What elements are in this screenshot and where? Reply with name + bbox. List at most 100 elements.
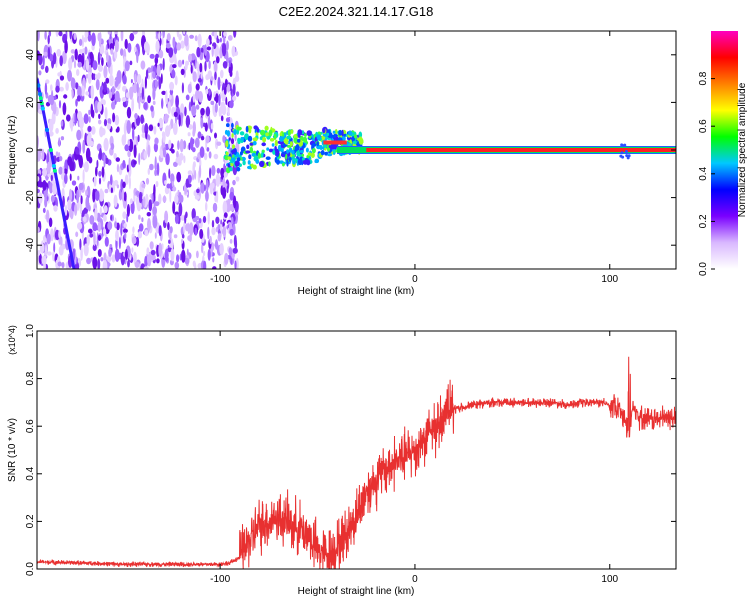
spectrogram-noise-cell <box>96 74 101 80</box>
spectrogram-noise-cell <box>84 46 88 55</box>
spectrogram-cluster-cell <box>265 132 269 137</box>
spectrogram-noise-cell <box>149 241 154 250</box>
spectrogram-noise-cell <box>75 231 79 238</box>
spectrogram-cluster-cell <box>247 165 252 170</box>
spectrogram-noise-cell <box>209 235 212 245</box>
spectrogram-noise-cell <box>37 226 40 233</box>
spectrogram-noise-cell <box>44 82 48 96</box>
spectrogram-noise-cell <box>193 190 198 197</box>
spectrogram-noise-cell <box>192 161 196 168</box>
spectrogram-panel: -100 0 100 -40 -20 0 20 40 Height of straight … <box>7 30 677 297</box>
spectrogram-noise-cell <box>196 61 200 72</box>
spectrogram-noise-cell <box>93 176 97 187</box>
spectrogram-noise-cell <box>148 124 154 131</box>
spectrogram-noise-cell <box>140 152 144 160</box>
spectrogram-cluster-cell <box>334 129 338 135</box>
spectrogram-noise-cell <box>103 137 109 152</box>
spectrogram-noise-cell <box>130 200 135 214</box>
spectrogram-noise-cell <box>194 137 200 149</box>
spectrogram-noise-cell <box>118 97 121 102</box>
spectrogram-cluster-cell <box>306 159 311 166</box>
colorbar-tick-label: 0.0 <box>698 262 709 276</box>
spectrogram-noise-cell <box>212 202 218 213</box>
spectrogram-noise-cell <box>44 197 48 208</box>
spectrogram-noise-cell <box>154 79 158 89</box>
spectrogram-noise-cell <box>141 124 146 134</box>
spectrogram-noise-cell <box>218 93 221 107</box>
spectrogram-noise-cell <box>148 199 153 212</box>
colorbar-tick-label: 0.8 <box>698 71 709 85</box>
spectrogram-noise-cell <box>214 239 219 250</box>
spectrogram-cluster-cell <box>284 140 289 145</box>
spectrogram-noise-cell <box>222 200 228 215</box>
spectrogram-noise-cell <box>99 206 102 216</box>
spectrogram-noise-cell <box>196 46 201 58</box>
spectrogram-noise-cell <box>214 102 218 113</box>
spectrogram-noise-cell <box>91 125 96 135</box>
spectrogram-noise-cell <box>116 222 120 231</box>
spectrogram-cluster-cell <box>316 134 321 140</box>
spectrogram-noise-cell <box>199 228 204 240</box>
spectrogram-noise-cell <box>42 168 48 177</box>
spectrogram-noise-cell <box>101 57 104 67</box>
spectrogram-noise-cell <box>114 80 118 88</box>
spectrogram-noise-cell <box>136 73 142 85</box>
spectrogram-noise-cell <box>235 70 239 81</box>
spectrogram-bump <box>323 140 347 145</box>
spectrogram-noise-cell <box>97 64 103 72</box>
spectrogram-noise-cell <box>100 257 104 262</box>
spectrogram-cluster-cell <box>324 147 327 151</box>
spectrogram-noise-cell <box>188 233 192 243</box>
spectrogram-noise-cell <box>216 167 221 174</box>
spectrogram-noise-cell <box>232 179 236 186</box>
spectrogram-cluster-cell <box>257 152 261 159</box>
spectrogram-noise-cell <box>219 37 222 43</box>
spectrogram-noise-cell <box>143 102 148 110</box>
spectrogram-cluster-cell <box>226 123 230 128</box>
spectrogram-noise-cell <box>47 193 50 204</box>
spectrogram-noise-cell <box>169 226 173 234</box>
spectrogram-noise-cell <box>100 97 104 104</box>
spectrogram-blip <box>620 143 624 147</box>
spectrogram-cluster-cell <box>319 144 323 151</box>
spectrogram-noise-cell <box>187 83 192 94</box>
spectrogram-noise-cell <box>74 48 78 61</box>
spectrogram-noise-cell <box>118 236 121 250</box>
spectrogram-noise-cell <box>77 53 83 65</box>
spectrogram-noise-cell <box>229 228 234 236</box>
spectrogram-noise-cell <box>226 83 231 93</box>
spectrogram-noise-cell <box>212 257 215 263</box>
spectrogram-cluster-cell <box>246 144 250 150</box>
spectrogram-noise-cell <box>88 228 93 234</box>
spectrogram-noise-cell <box>123 191 127 202</box>
spectrogram-noise-cell <box>180 40 185 49</box>
spectrogram-noise-cell <box>156 64 161 77</box>
spectrogram-noise-cell <box>214 132 217 139</box>
spectrogram-noise-cell <box>158 193 162 205</box>
y-tick-label: 1.0 <box>25 324 36 338</box>
spectrogram-noise-cell <box>114 39 119 53</box>
spectrogram-noise-cell <box>205 88 209 95</box>
spectrogram-noise-cell <box>205 106 211 117</box>
spectrogram-cluster-cell <box>358 137 364 145</box>
snr-panel: -100 0 100 0.0 0.2 0.4 0.6 0.8 1.0 Height of st… <box>7 324 677 597</box>
spectrogram-noise-cell <box>76 189 79 204</box>
spectrogram-noise-cell <box>195 215 200 221</box>
spectrogram-noise-cell <box>75 147 80 155</box>
spectrogram-noise-cell <box>95 190 100 202</box>
spectrogram-noise-cell <box>203 251 206 256</box>
spectrogram-cluster-cell <box>301 130 305 135</box>
spectrogram-noise-cell <box>132 31 138 35</box>
spectrogram-noise-cell <box>154 156 157 170</box>
spectrogram-noise-cell <box>134 261 140 268</box>
colorbar-ticks: 0.0 0.2 0.4 0.6 0.8 <box>698 71 715 276</box>
spectrogram-noise-cell <box>174 261 180 269</box>
spectrogram-noise-cell <box>220 115 224 122</box>
x-tick-label: 0 <box>412 574 418 585</box>
spectrogram-noise-cell <box>135 190 140 196</box>
spectrogram-noise-cell <box>131 236 137 245</box>
spectrogram-noise-cell <box>103 118 108 127</box>
spectrogram-chirp-peak <box>40 106 45 111</box>
spectrogram-noise-cell <box>198 91 203 103</box>
spectrogram-noise-cell <box>147 168 150 175</box>
